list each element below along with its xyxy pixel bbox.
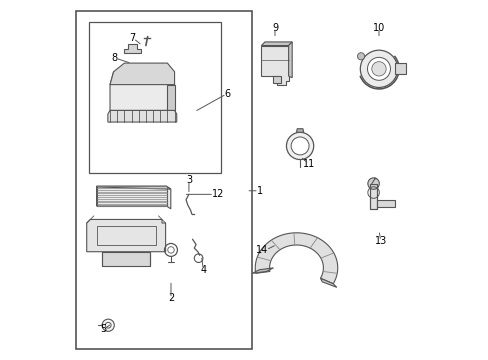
Text: 12: 12 xyxy=(212,189,224,199)
Text: 14: 14 xyxy=(255,245,267,255)
Polygon shape xyxy=(261,42,292,45)
Polygon shape xyxy=(320,278,336,287)
Polygon shape xyxy=(296,129,303,132)
Polygon shape xyxy=(252,268,273,273)
Polygon shape xyxy=(261,45,288,85)
Polygon shape xyxy=(124,44,140,53)
Polygon shape xyxy=(255,233,337,284)
Text: 2: 2 xyxy=(167,293,174,303)
Polygon shape xyxy=(394,63,405,74)
Polygon shape xyxy=(110,72,174,111)
Polygon shape xyxy=(96,186,170,209)
Text: 4: 4 xyxy=(200,265,206,275)
Polygon shape xyxy=(102,252,150,266)
Text: 1: 1 xyxy=(257,186,263,196)
Circle shape xyxy=(357,53,364,60)
Text: 8: 8 xyxy=(111,53,117,63)
Polygon shape xyxy=(369,184,376,209)
Polygon shape xyxy=(110,63,174,85)
Text: 10: 10 xyxy=(372,23,385,33)
Polygon shape xyxy=(96,186,170,189)
Polygon shape xyxy=(288,42,292,78)
Polygon shape xyxy=(108,111,176,122)
Polygon shape xyxy=(86,220,165,252)
Bar xyxy=(76,12,251,348)
Circle shape xyxy=(367,57,389,80)
Text: 3: 3 xyxy=(185,175,192,185)
Bar xyxy=(88,22,221,173)
Circle shape xyxy=(360,50,397,87)
Polygon shape xyxy=(167,85,174,111)
Circle shape xyxy=(290,137,308,155)
Bar xyxy=(97,226,155,245)
Circle shape xyxy=(102,319,114,331)
Text: 9: 9 xyxy=(271,23,278,33)
Polygon shape xyxy=(273,76,281,83)
Text: 7: 7 xyxy=(129,33,135,43)
Bar xyxy=(369,184,376,209)
Text: 6: 6 xyxy=(224,89,230,99)
Circle shape xyxy=(286,132,313,159)
Text: 5: 5 xyxy=(100,324,106,334)
Text: 11: 11 xyxy=(302,159,315,169)
Text: 13: 13 xyxy=(374,236,386,246)
Circle shape xyxy=(371,62,386,76)
Circle shape xyxy=(367,178,379,189)
Polygon shape xyxy=(376,200,394,207)
Bar xyxy=(96,186,166,206)
